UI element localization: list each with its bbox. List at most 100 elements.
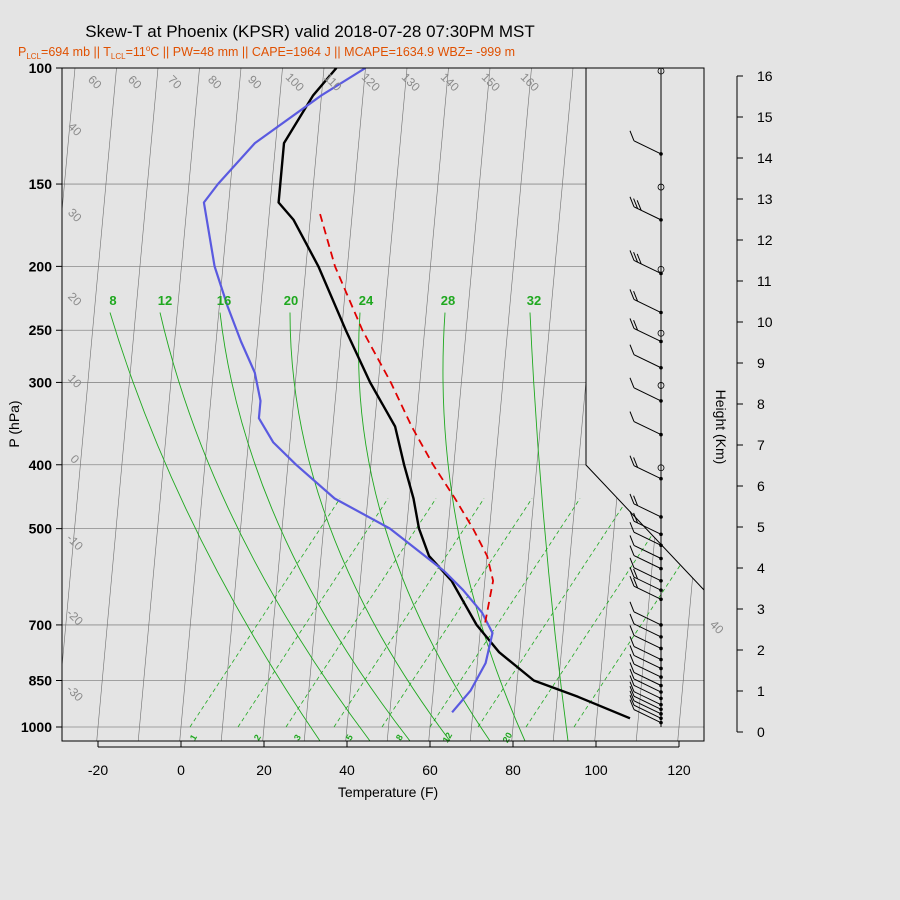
dashed-mixing-line [189,498,341,728]
x-tick-label: 0 [177,762,185,778]
isotherm-label: -10 [64,531,86,553]
sounding-profiles [202,68,631,720]
wind-barb-flag [629,493,635,505]
wind-level-dot [659,339,663,344]
wind-barb-flag [633,457,639,468]
isotherm-label: 60 [85,72,105,92]
isotherms [62,68,900,741]
mixing-ratio-label: 24 [359,293,374,308]
wind-level-dot [659,476,663,481]
isotherm-label: 60 [125,72,145,92]
wind-panel-fill [586,68,704,590]
isotherm-label: 20 [65,289,85,309]
y-tick-label: 400 [29,457,53,473]
mixing-ratio-bottom-label: 3 [292,733,303,742]
x-tick-label: 120 [667,762,691,778]
height-tick-label: 14 [757,150,773,166]
wind-barb-flag [629,545,635,556]
y-tick-label: 700 [29,617,53,633]
wind-barb-flag [629,668,635,680]
wind-barb-flag [629,645,635,656]
isotherm-line [137,68,200,741]
y-tick-label: 250 [29,322,53,338]
isotherm-label: 10 [65,371,85,391]
wind-barb-flag [629,196,635,208]
wind-barb-flag [629,675,635,686]
wind-barb-flag [629,344,635,355]
wind-barb-shaft [633,663,662,678]
dashed-mixing-line [429,498,581,728]
isotherm-label: 80 [205,72,225,92]
isotherm-label: 100 [283,70,307,94]
isotherm-line [469,68,532,741]
isotherm-line [885,68,900,741]
height-tick-label: 2 [757,642,765,658]
dashed-mixing-line [477,498,629,728]
mixing-ratio-label: 32 [527,293,541,308]
wind-barb-flag [636,253,642,265]
dewpoint-profile [202,68,494,714]
wind-barb-shaft [633,503,662,518]
wind-barb-shaft [633,634,662,649]
wind-barb-shaft [633,299,662,313]
dashed-mixing-line [285,498,437,728]
wind-barb-flag [629,289,635,300]
isotherm-line [844,68,900,741]
dashed-mixing-line [381,498,533,728]
wind-barb-shaft [633,140,662,155]
wind-barbs [629,67,665,727]
height-tick-label: 8 [757,396,765,412]
isotherm-label: 110 [321,70,345,94]
wind-barb-flag [629,636,635,647]
wind-level-ring [657,382,665,389]
height-tick-label: 5 [757,519,765,535]
mixing-ratio-lines [109,312,704,741]
mixing-ratio-label: 8 [109,293,116,308]
mixing-ratio-bottom-label: 2 [252,733,263,742]
isotherm-line [179,68,242,741]
wind-barb-shaft [633,704,662,719]
x-tick-label: 20 [256,762,272,778]
wind-barb-shaft [633,520,662,535]
y-tick-label: 300 [29,374,53,390]
mixing-ratio-label: 20 [284,293,298,308]
height-tick-label: 3 [757,601,765,617]
wind-barb-flag [629,653,635,665]
y-axis-label: P (hPa) [6,400,22,447]
wind-barb-flag [633,198,639,209]
height-axis-label: Height (Km) [713,390,729,465]
wind-barb-shaft [633,465,662,480]
subtitle-plcl: P [18,45,26,59]
isotherm-label: 40 [707,617,727,637]
parcel-profile [318,211,494,623]
y-tick-label: 150 [29,176,53,192]
mixing-ratio-bottom-label: 1 [188,733,199,742]
isotherm-line [62,68,76,215]
subtitle-plcl-sub: LCL [26,52,41,61]
mixing-ratio-bottom-label: 5 [344,733,355,742]
x-tick-label: 40 [339,762,355,778]
wind-barb-shaft [633,387,662,402]
wind-barb-flag [629,695,635,706]
height-tick-label: 16 [757,68,773,84]
wind-level-dot [659,310,663,315]
wind-barb-flag [629,411,635,422]
isotherm-line [802,68,863,741]
wind-barb-flag [629,601,635,613]
mixing-ratio-line [109,312,321,741]
dashed-mixing-line [237,498,389,728]
temperature-profile [277,68,631,720]
isotherm-label: -30 [64,682,86,704]
wind-barb-flag [629,681,635,692]
mixing-ratio-line [289,312,451,741]
wind-barb-flag [633,251,639,263]
wind-barb-shaft [633,654,662,669]
wind-barb-flag [629,511,635,522]
height-tick-label: 0 [757,724,765,740]
wind-barb-shaft [633,585,662,600]
dashed-mixing-line [333,498,485,728]
wind-barb-shaft [633,544,662,559]
height-tick-label: 6 [757,478,765,494]
